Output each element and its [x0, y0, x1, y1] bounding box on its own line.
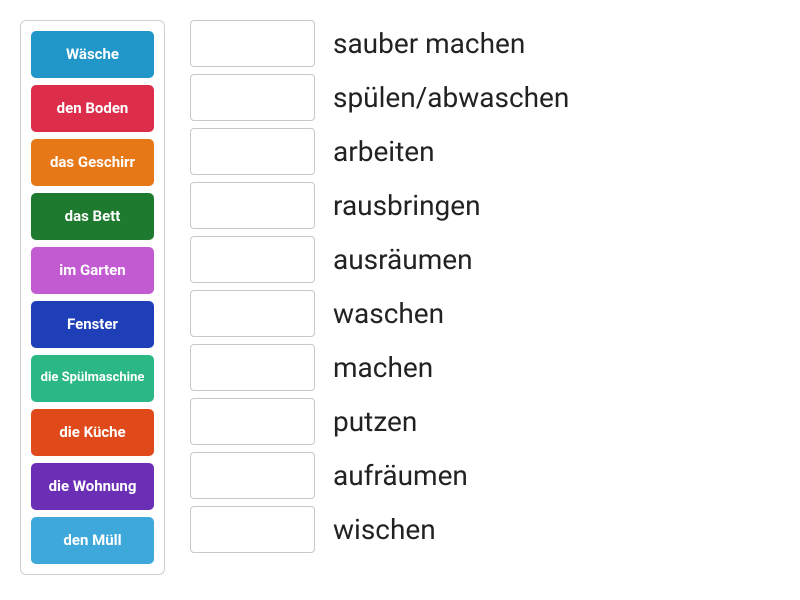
drop-zone[interactable] [190, 182, 315, 229]
match-label: aufräumen [333, 459, 468, 492]
drop-zone[interactable] [190, 236, 315, 283]
word-tile[interactable]: das Bett [31, 193, 154, 240]
drop-zone[interactable] [190, 20, 315, 67]
drop-zone[interactable] [190, 452, 315, 499]
match-row: aufräumen [190, 452, 569, 499]
word-tile[interactable]: das Geschirr [31, 139, 154, 186]
word-bank: Wäsche den Boden das Geschirr das Bett i… [20, 20, 165, 575]
match-row: wischen [190, 506, 569, 553]
word-tile[interactable]: im Garten [31, 247, 154, 294]
drop-zone[interactable] [190, 398, 315, 445]
drop-zone[interactable] [190, 344, 315, 391]
drop-zone[interactable] [190, 74, 315, 121]
match-row: waschen [190, 290, 569, 337]
exercise-container: Wäsche den Boden das Geschirr das Bett i… [20, 20, 780, 575]
match-area: sauber machen spülen/abwaschen arbeiten … [190, 20, 569, 553]
drop-zone[interactable] [190, 506, 315, 553]
match-label: waschen [333, 297, 444, 330]
match-label: machen [333, 351, 433, 384]
word-tile[interactable]: den Müll [31, 517, 154, 564]
match-row: rausbringen [190, 182, 569, 229]
drop-zone[interactable] [190, 128, 315, 175]
word-tile[interactable]: Fenster [31, 301, 154, 348]
word-tile[interactable]: die Wohnung [31, 463, 154, 510]
word-tile[interactable]: den Boden [31, 85, 154, 132]
word-tile[interactable]: Wäsche [31, 31, 154, 78]
match-row: ausräumen [190, 236, 569, 283]
match-row: spülen/abwaschen [190, 74, 569, 121]
match-row: sauber machen [190, 20, 569, 67]
word-tile[interactable]: die Küche [31, 409, 154, 456]
match-label: wischen [333, 513, 436, 546]
match-row: machen [190, 344, 569, 391]
match-label: rausbringen [333, 189, 481, 222]
match-label: arbeiten [333, 135, 435, 168]
word-tile[interactable]: die Spülmaschine [31, 355, 154, 402]
match-label: ausräumen [333, 243, 473, 276]
match-row: arbeiten [190, 128, 569, 175]
match-label: spülen/abwaschen [333, 81, 569, 114]
drop-zone[interactable] [190, 290, 315, 337]
match-row: putzen [190, 398, 569, 445]
match-label: putzen [333, 405, 417, 438]
match-label: sauber machen [333, 27, 525, 60]
